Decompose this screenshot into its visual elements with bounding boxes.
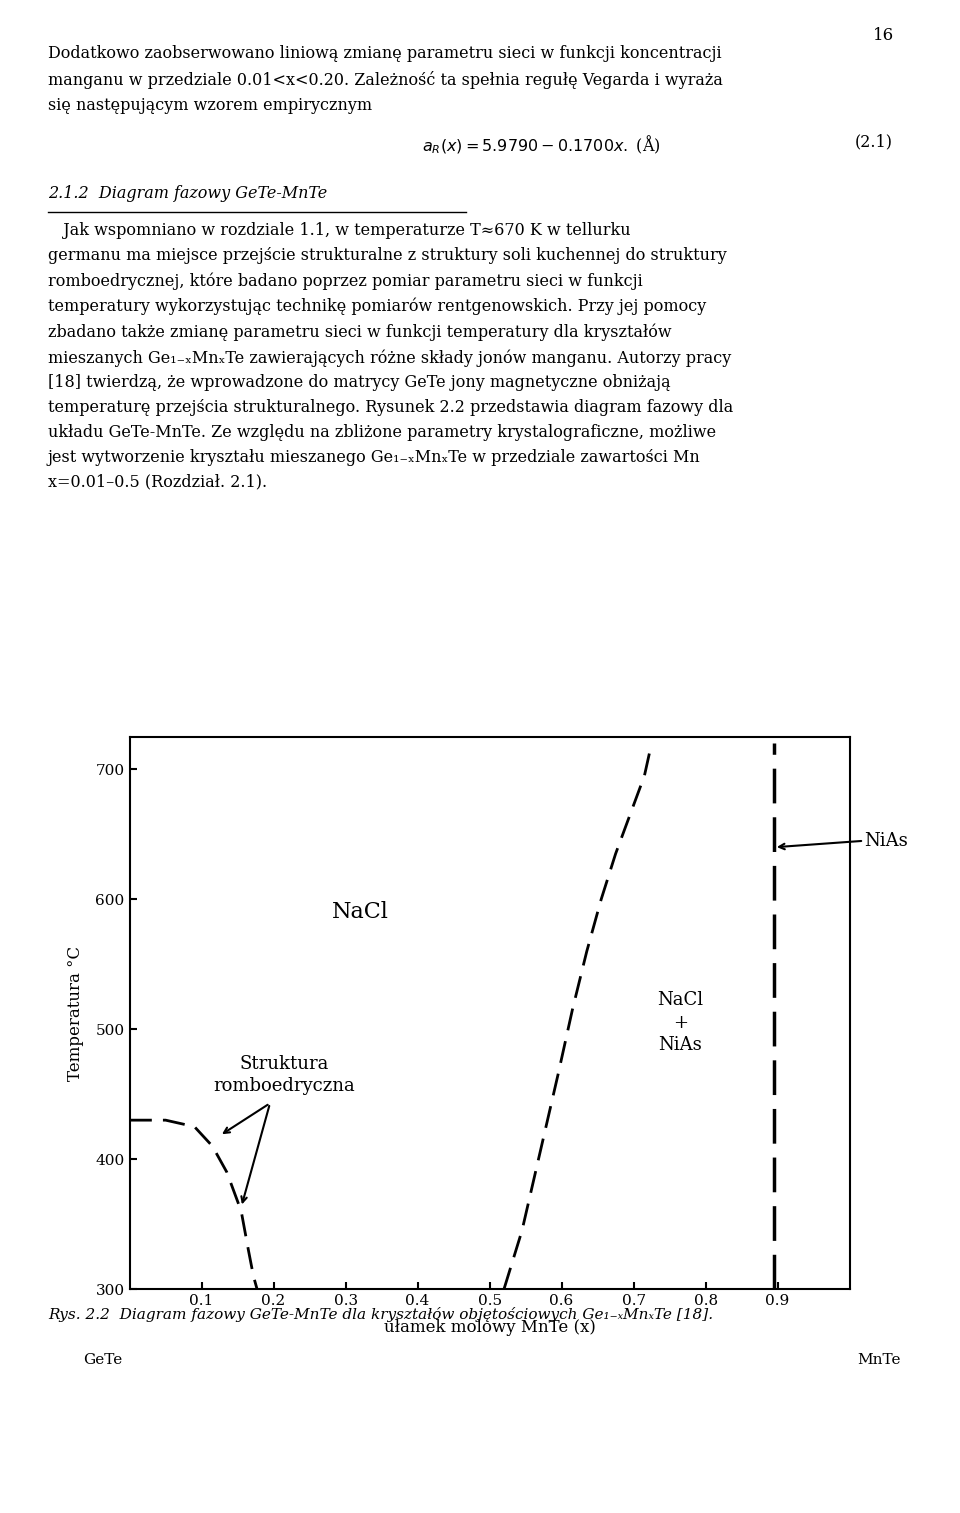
Y-axis label: Temperatura °C: Temperatura °C [67, 946, 84, 1080]
Text: $a_R(x) = 5.9790 - 0.1700x.$ (Å): $a_R(x) = 5.9790 - 0.1700x.$ (Å) [422, 133, 661, 156]
Text: NiAs: NiAs [864, 832, 908, 850]
Text: GeTe: GeTe [84, 1353, 123, 1366]
Text: Dodatkowo zaobserwowano liniową zmianę parametru sieci w funkcji koncentracji
ma: Dodatkowo zaobserwowano liniową zmianę p… [48, 45, 723, 113]
Text: (2.1): (2.1) [854, 133, 893, 150]
X-axis label: ułamek molowy MnTe (x): ułamek molowy MnTe (x) [384, 1319, 595, 1336]
Text: Struktura
romboedryczna: Struktura romboedryczna [213, 1055, 355, 1095]
Text: 16: 16 [873, 27, 894, 44]
Text: Jak wspomniano w rozdziale 1.1, w temperaturze T≈670 K w tellurku
germanu ma mie: Jak wspomniano w rozdziale 1.1, w temper… [48, 222, 733, 490]
Text: NaCl: NaCl [331, 902, 389, 923]
Text: MnTe: MnTe [857, 1353, 900, 1366]
Text: 2.1.2  Diagram fazowy GeTe-MnTe: 2.1.2 Diagram fazowy GeTe-MnTe [48, 185, 327, 201]
Text: Rys. 2.2  Diagram fazowy GeTe-MnTe dla kryształów objętościowych Ge₁₋ₓMnₓTe [18]: Rys. 2.2 Diagram fazowy GeTe-MnTe dla kr… [48, 1307, 713, 1322]
Text: NaCl
+
NiAs: NaCl + NiAs [658, 991, 704, 1055]
